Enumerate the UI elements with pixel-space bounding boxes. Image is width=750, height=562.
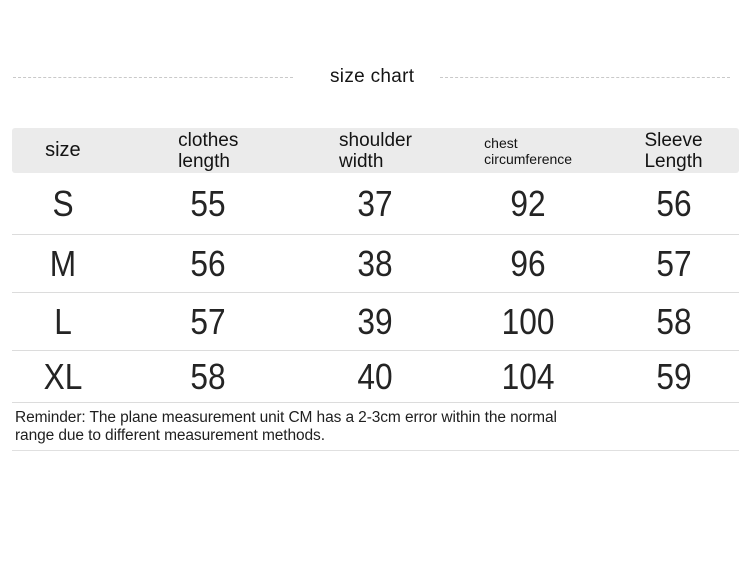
header-chest-circumference-label: chest circumference (484, 134, 573, 167)
page-title: size chart (330, 66, 415, 87)
cell-m-size: M (49, 242, 77, 284)
table-row-s: S 55 37 92 56 (12, 173, 739, 235)
right-dashed-rule (440, 76, 731, 78)
cell-s-chest-circumference: 92 (510, 182, 546, 224)
reminder-line-2: range due to different measurement metho… (15, 426, 325, 444)
table-row-l: L 57 39 100 58 (12, 293, 739, 351)
header-clothes-length-label: clothes length (178, 129, 239, 172)
header-shoulder-width: shoulder width (303, 130, 448, 172)
cell-xl-sleeve-length: 59 (655, 355, 692, 397)
cell-l-sleeve-length: 58 (655, 300, 692, 342)
cell-l-size: L (54, 300, 72, 342)
cell-s-clothes-length: 55 (190, 182, 226, 224)
size-table: size clothes length shoulder width chest… (12, 128, 739, 451)
cell-s-size: S (52, 182, 74, 224)
header-chest-circumference: chest circumference (448, 135, 608, 167)
reminder-line-1: Reminder: The plane measurement unit CM … (15, 409, 557, 426)
cell-l-clothes-length: 57 (190, 300, 226, 342)
cell-xl-size: XL (43, 355, 83, 397)
reminder-note: Reminder: The plane measurement unit CM … (12, 403, 739, 451)
cell-m-clothes-length: 56 (190, 242, 226, 284)
cell-l-chest-circumference: 100 (501, 300, 555, 342)
cell-m-shoulder-width: 38 (357, 242, 394, 284)
table-row-xl: XL 58 40 104 59 (12, 351, 739, 403)
header-shoulder-width-label: shoulder width (339, 129, 412, 172)
table-row-m: M 56 38 96 57 (12, 235, 739, 293)
cell-xl-chest-circumference: 104 (501, 355, 555, 397)
cell-m-chest-circumference: 96 (510, 242, 546, 284)
cell-s-sleeve-length: 56 (655, 182, 692, 224)
cell-xl-shoulder-width: 40 (357, 355, 394, 397)
cell-s-shoulder-width: 37 (357, 182, 394, 224)
left-dashed-rule (13, 76, 293, 78)
cell-m-sleeve-length: 57 (655, 242, 692, 284)
header-clothes-length: clothes length (114, 130, 303, 172)
cell-xl-clothes-length: 58 (190, 355, 226, 397)
header-sleeve-length-label: Sleeve Length (644, 129, 703, 172)
header-size: size (12, 140, 114, 161)
header-sleeve-length: Sleeve Length (608, 130, 739, 172)
table-header-row: size clothes length shoulder width chest… (12, 128, 739, 173)
title-row: size chart (0, 65, 750, 89)
header-size-label: size (45, 139, 81, 161)
cell-l-shoulder-width: 39 (357, 300, 394, 342)
